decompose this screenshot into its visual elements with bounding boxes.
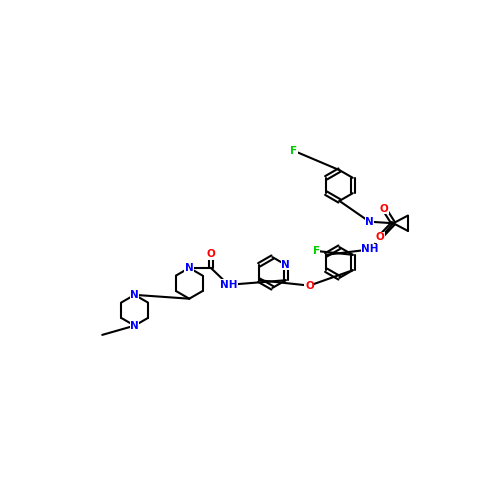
Text: NH: NH xyxy=(362,244,379,254)
Text: O: O xyxy=(376,232,384,242)
Text: N: N xyxy=(130,290,139,300)
Text: F: F xyxy=(312,246,320,256)
Text: N: N xyxy=(130,320,139,330)
Text: F: F xyxy=(290,146,298,156)
Text: N: N xyxy=(282,260,290,270)
Text: N: N xyxy=(365,216,374,226)
Text: O: O xyxy=(380,204,388,214)
Text: O: O xyxy=(305,280,314,290)
Text: O: O xyxy=(206,249,215,259)
Text: NH: NH xyxy=(220,280,238,290)
Text: N: N xyxy=(185,263,194,273)
